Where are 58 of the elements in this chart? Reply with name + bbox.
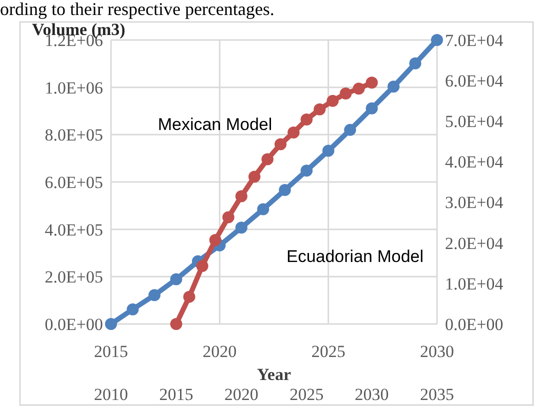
text: Ecuadorian Model <box>286 247 424 266</box>
y-tick-label: 6.0E+05 <box>44 172 103 192</box>
point <box>183 290 196 303</box>
x2-tick-label: 2020 <box>224 385 258 404</box>
series-label: Mexican Model <box>158 115 272 134</box>
x2-tick-label: 2030 <box>354 385 389 404</box>
y2-tick-label: 1.0E+04 <box>445 274 504 294</box>
point <box>300 114 313 126</box>
y-tick-label: 8.0E+05 <box>44 126 103 145</box>
point <box>261 153 274 166</box>
point <box>431 34 443 46</box>
point <box>196 260 208 272</box>
point <box>314 103 326 116</box>
point <box>105 318 117 330</box>
point <box>278 184 291 196</box>
point <box>366 102 378 114</box>
x-axis-title: Year <box>257 365 292 384</box>
y2-tick-label: 5.0E+04 <box>445 112 504 132</box>
point <box>248 170 260 183</box>
y2-tick-label: 3.0E+04 <box>445 193 504 212</box>
y2-tick-label: 7.0E+04 <box>445 30 504 50</box>
point <box>344 124 356 136</box>
point <box>209 234 222 246</box>
y2-tick-label: 6.0E+04 <box>445 72 504 91</box>
x-tick-label: 2030 <box>420 342 454 361</box>
point <box>352 82 365 95</box>
y-tick-label: 4.0E+05 <box>44 220 103 240</box>
point <box>274 138 287 150</box>
point <box>366 76 378 89</box>
x2-tick-label: 2025 <box>290 385 324 404</box>
point <box>235 190 248 202</box>
x2-tick-label: 2015 <box>159 385 194 404</box>
y-tick-label: 1.0E+06 <box>44 78 103 98</box>
point <box>170 318 182 330</box>
point <box>340 88 352 100</box>
x-tick-label: 2015 <box>94 342 128 361</box>
point <box>288 126 300 139</box>
point <box>322 144 334 157</box>
y2-tick-label: 2.0E+04 <box>445 234 504 253</box>
point <box>235 222 248 234</box>
x-tick-label: 2020 <box>202 342 237 361</box>
point <box>126 303 139 316</box>
x2-tick-label: 2035 <box>420 385 454 404</box>
y-tick-label: 0.0E+00 <box>44 314 103 334</box>
y2-tick-label: 0.0E+00 <box>445 314 504 334</box>
point <box>257 203 270 216</box>
y-tick-label: 2.0E+05 <box>44 268 103 287</box>
point <box>300 164 313 177</box>
point <box>148 289 160 302</box>
point <box>326 94 339 107</box>
point <box>388 80 400 93</box>
point <box>222 211 234 224</box>
text: ording to their respective percentages. <box>0 0 274 19</box>
point <box>170 273 182 286</box>
x-tick-label: 2025 <box>311 342 346 361</box>
x2-tick-label: 2010 <box>94 385 128 404</box>
point <box>409 57 422 70</box>
y2-tick-label: 4.0E+04 <box>445 152 504 172</box>
